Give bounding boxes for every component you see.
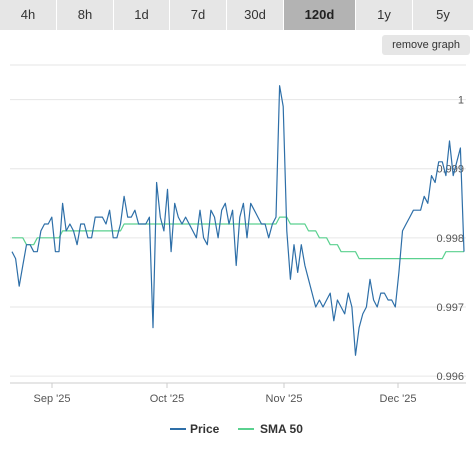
- tab-30d[interactable]: 30d: [227, 0, 284, 30]
- remove-graph-button[interactable]: remove graph: [382, 35, 470, 55]
- tab-7d[interactable]: 7d: [170, 0, 227, 30]
- x-tick-label: Dec '25: [380, 393, 417, 405]
- y-tick-label: 0.996: [436, 371, 464, 383]
- y-tick-label: 0.998: [436, 233, 464, 245]
- tab-8h[interactable]: 8h: [57, 0, 114, 30]
- x-tick-label: Nov '25: [266, 393, 303, 405]
- x-tick-label: Sep '25: [34, 393, 71, 405]
- y-tick-label: 0.999: [436, 164, 464, 176]
- x-tick-label: Oct '25: [150, 393, 185, 405]
- legend-label-sma50: SMA 50: [260, 422, 303, 436]
- tab-1y[interactable]: 1y: [356, 0, 413, 30]
- legend-label-price: Price: [190, 422, 220, 436]
- tab-120d[interactable]: 120d: [284, 0, 356, 30]
- y-tick-label: 0.997: [436, 302, 464, 314]
- price-line: [11, 85, 465, 356]
- tab-4h[interactable]: 4h: [0, 0, 57, 30]
- y-tick-label: 1: [458, 95, 464, 107]
- tab-1d[interactable]: 1d: [114, 0, 170, 30]
- sma50-line: [12, 216, 464, 260]
- timeframe-tabs: 4h 8h 1d 7d 30d 120d 1y 5y: [0, 0, 474, 30]
